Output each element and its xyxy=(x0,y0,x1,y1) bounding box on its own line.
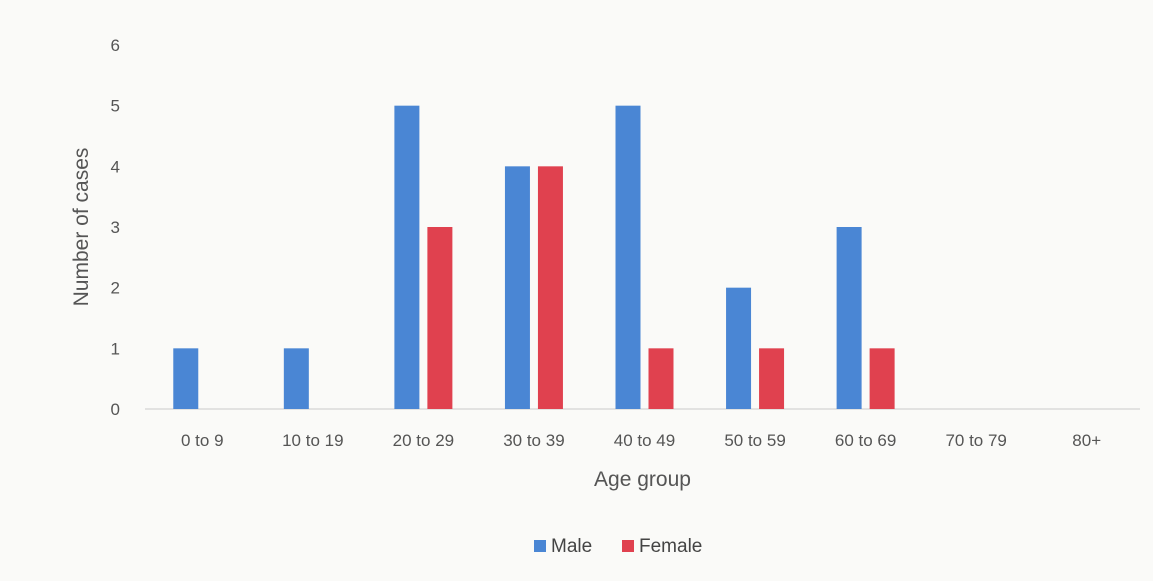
y-tick-label: 4 xyxy=(111,157,120,176)
y-tick-label: 0 xyxy=(111,400,120,419)
x-tick-label: 60 to 69 xyxy=(835,431,896,450)
x-axis-ticks: 0 to 9 10 to 19 20 to 29 30 to 39 40 to 49 50… xyxy=(181,431,1101,450)
bar-male xyxy=(504,166,530,409)
bar-female xyxy=(648,348,674,409)
x-tick-label: 80+ xyxy=(1072,431,1101,450)
bar-female xyxy=(427,227,453,409)
y-tick-label: 3 xyxy=(111,218,120,237)
y-tick-label: 5 xyxy=(111,97,120,116)
bars-group xyxy=(173,105,895,410)
legend-label-male: Male xyxy=(551,536,592,557)
y-axis-ticks: 0 1 2 3 4 5 6 xyxy=(111,36,120,419)
y-tick-label: 6 xyxy=(111,36,120,55)
bar-male xyxy=(394,105,420,410)
bar-female xyxy=(869,348,895,409)
x-tick-label: 30 to 39 xyxy=(503,431,564,450)
x-tick-label: 50 to 59 xyxy=(724,431,785,450)
legend-swatch-male xyxy=(534,540,546,552)
bar-female xyxy=(537,166,563,409)
x-tick-label: 10 to 19 xyxy=(282,431,343,450)
bar-male xyxy=(615,105,641,410)
bar-male xyxy=(726,287,752,409)
x-tick-label: 40 to 49 xyxy=(614,431,675,450)
legend: Male Female xyxy=(534,536,702,557)
bar-male xyxy=(283,348,309,409)
legend-label-female: Female xyxy=(639,536,702,557)
x-axis-title: Age group xyxy=(594,468,691,491)
legend-swatch-female xyxy=(622,540,634,552)
bar-male xyxy=(173,348,199,409)
x-tick-label: 0 to 9 xyxy=(181,431,224,450)
bar-female xyxy=(759,348,785,409)
y-axis-title: Number of cases xyxy=(70,148,93,307)
y-tick-label: 1 xyxy=(111,339,120,358)
x-tick-label: 70 to 79 xyxy=(945,431,1006,450)
bar-male xyxy=(836,227,862,409)
y-tick-label: 2 xyxy=(111,279,120,298)
x-tick-label: 20 to 29 xyxy=(393,431,454,450)
